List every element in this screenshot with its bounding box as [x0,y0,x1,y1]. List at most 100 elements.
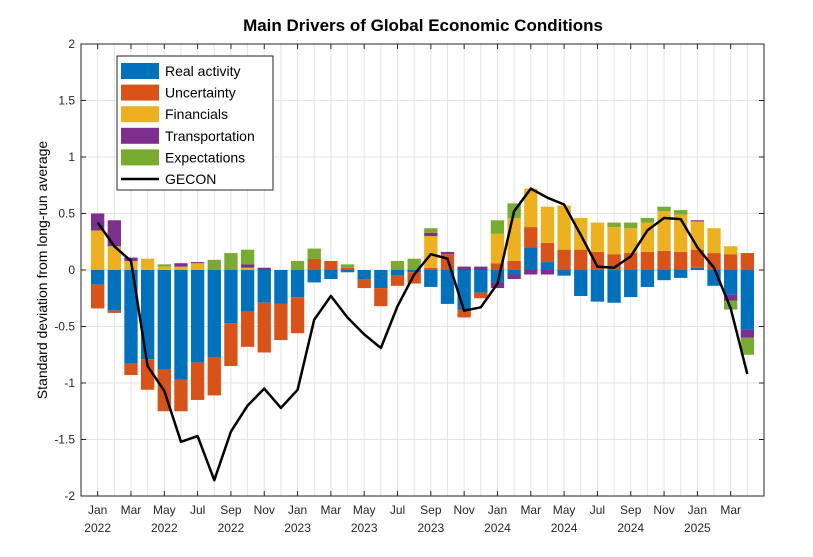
bar-uncertainty [307,258,321,270]
bar-transportation [257,267,271,270]
bar-real-activity [507,270,521,275]
legend-expectations-swatch [121,149,159,166]
bar-financials [557,205,571,250]
bar-uncertainty [324,260,338,270]
y-axis-label: Standard deviation from long-run average [34,141,50,400]
bar-transportation [107,220,121,247]
bar-uncertainty [407,272,421,284]
bar-real-activity [240,270,255,312]
bar-real-activity [540,262,555,270]
bar-transportation [124,257,138,261]
bar-transportation [740,329,755,338]
bar-financials [624,228,638,254]
bars [90,188,755,412]
x-tick-label: Jan [488,503,507,517]
bar-financials [524,188,538,228]
bar-uncertainty [490,263,505,270]
bar-real-activity [90,270,105,285]
legend-transportation-label: Transportation [165,128,255,144]
x-tick-label: Nov [453,503,474,517]
bar-financials [424,236,438,268]
x-tick-label: Jan [288,503,307,517]
bar-financials [157,266,171,270]
bar-uncertainty [107,310,121,313]
bar-uncertainty [240,311,255,347]
bar-transportation [440,251,455,255]
bar-real-activity [440,270,455,304]
bar-real-activity [640,270,655,287]
bar-financials [140,258,155,270]
bar-financials [707,228,721,254]
x-tick-label: Nov [653,503,674,517]
bar-real-activity [107,270,121,311]
x-tick-label: Jan [688,503,707,517]
bar-uncertainty [174,379,188,412]
bar-transportation [190,262,205,264]
bar-uncertainty [140,359,155,390]
bar-financials [107,246,121,270]
bar-real-activity [524,247,538,270]
bar-uncertainty [540,242,555,263]
bar-expectations [424,228,438,233]
bar-uncertainty [657,250,671,270]
bar-expectations [407,258,421,270]
bar-uncertainty [390,275,405,286]
bar-expectations [157,264,171,267]
bar-expectations [607,222,621,228]
bar-real-activity [624,270,638,298]
bar-uncertainty [674,251,688,270]
bar-financials [640,222,655,252]
bar-uncertainty [124,363,138,376]
bar-uncertainty [507,260,521,270]
y-tick-label: 1.5 [58,94,75,108]
bar-financials [724,246,738,255]
legend-uncertainty-label: Uncertainty [165,85,236,101]
legend-transportation-swatch [121,127,159,144]
bar-uncertainty [340,267,355,270]
bar-real-activity [290,270,305,298]
bar-real-activity [324,270,338,280]
bar-uncertainty [424,267,438,270]
bar-uncertainty [640,251,655,270]
bar-transportation [540,270,555,275]
y-tick-label: -1.5 [54,433,75,447]
gecon-line-layer [96,187,749,482]
bar-uncertainty [90,284,105,309]
bar-uncertainty [357,279,371,289]
bar-financials [540,206,555,243]
bar-uncertainty [224,323,238,367]
bar-real-activity [690,267,705,270]
y-tick-label: -2 [64,489,75,503]
bar-real-activity [124,270,138,364]
x-tick-label: Sep [420,503,442,517]
legend-expectations-label: Expectations [165,149,245,165]
bar-real-activity [407,270,421,273]
bar-uncertainty [457,309,471,318]
bar-expectations [340,264,355,268]
x-tick-year: 2024 [551,521,578,535]
bar-real-activity [457,270,471,310]
x-tick-year: 2023 [284,521,311,535]
bar-uncertainty [574,249,588,270]
legend: Real activity Uncertainty Financials Transp… [116,55,274,191]
y-tick-label: 2 [68,37,75,51]
bar-financials [507,218,521,261]
bar-real-activity [374,270,388,289]
x-tick-year: 2025 [684,521,711,535]
x-tick-year: 2023 [351,521,378,535]
bar-financials [90,230,105,270]
bar-real-activity [424,270,438,287]
x-tick-label: Sep [220,503,242,517]
bar-real-activity [157,270,171,370]
bar-expectations [674,210,688,215]
x-tick-label: Jul [390,503,405,517]
bar-transportation [174,263,188,267]
y-tick-label: 0 [68,263,75,277]
x-tick-year: 2024 [617,521,644,535]
y-tick-label: -0.5 [54,320,75,334]
bar-financials [490,233,505,264]
x-tick-label: Mar [121,503,142,517]
bar-expectations [207,259,221,270]
bar-real-activity [724,270,738,295]
y-tick-label: 0.5 [58,207,75,221]
